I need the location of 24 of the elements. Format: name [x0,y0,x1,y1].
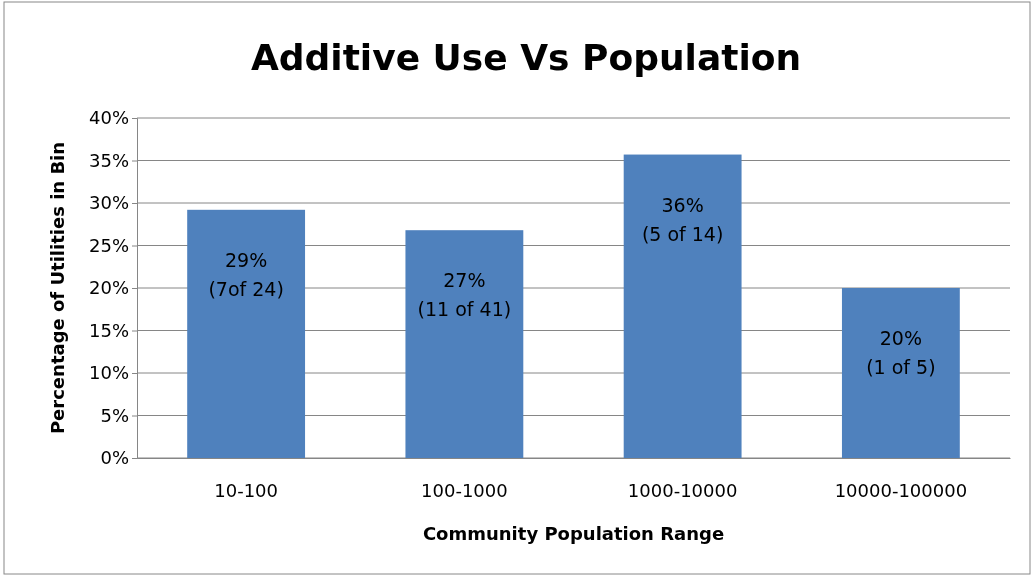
data-label: 20% (1 of 5) [866,327,936,378]
y-tick-label: 10% [88,362,129,384]
data-label: 29% (7of 24) [208,248,284,300]
y-tick-label: 35% [88,149,129,171]
x-axis-title: Community Population Range [422,523,725,544]
y-tick-label: 15% [88,319,129,341]
data-label: 27% (11 of 41) [417,269,512,321]
bar [187,209,306,458]
x-tick-label: 10000-100000 [834,479,968,501]
chart-title: Additive Use Vs Population [250,37,802,78]
data-label: 36% (5 of 14) [641,193,724,245]
y-tick-label: 40% [88,107,129,129]
bar [405,230,524,458]
y-tick-label: 30% [88,192,129,214]
bar [841,288,960,458]
x-tick-label: 1000-10000 [627,479,738,501]
x-tick-label: 100-1000 [421,479,508,501]
y-tick-label: 5% [100,404,129,426]
y-axis-title: Percentage of Utilities in Bin [47,141,68,435]
bar [623,154,742,458]
y-tick-label: 20% [88,277,129,299]
x-tick-label: 10-100 [214,479,279,501]
y-tick-label: 0% [100,447,129,469]
y-tick-label: 25% [88,234,129,256]
